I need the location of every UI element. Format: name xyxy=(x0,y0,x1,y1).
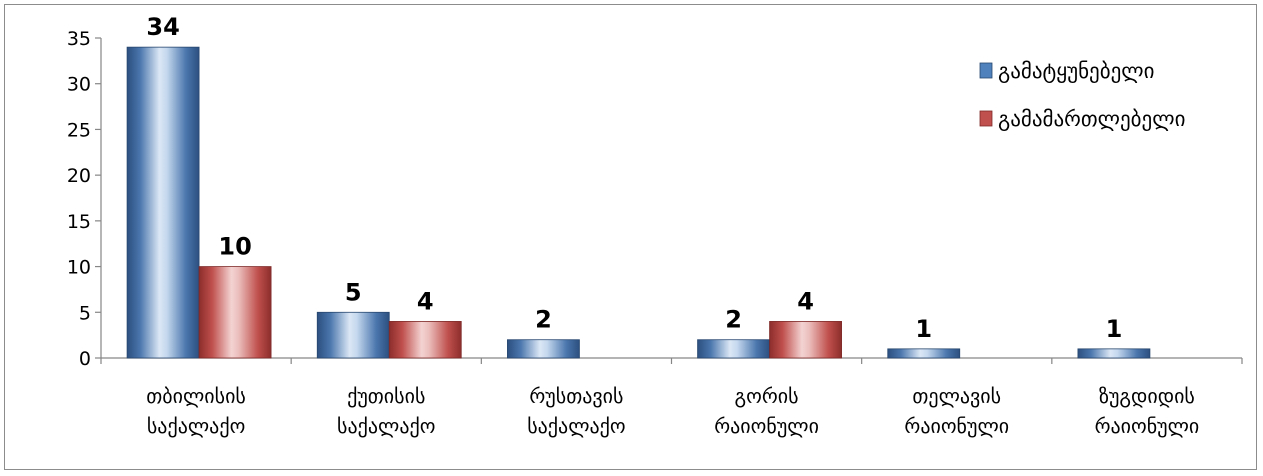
x-tick-label: თელავის რაიონული xyxy=(904,384,1009,438)
data-label: 1 xyxy=(1106,315,1123,343)
bar-series-1 xyxy=(316,311,390,359)
y-tick-label: 0 xyxy=(79,348,91,370)
x-tick-label: თბილისის საქალაქო xyxy=(146,384,246,438)
data-label: 2 xyxy=(535,306,552,334)
bar-series-1 xyxy=(1077,348,1151,359)
x-tick-label: ზუგდიდის რაიონული xyxy=(1095,384,1200,438)
bar-series-2 xyxy=(198,266,272,359)
data-label: 1 xyxy=(915,315,932,343)
bar-series-2 xyxy=(769,321,842,359)
data-label: 4 xyxy=(797,287,814,315)
y-tick-label: 10 xyxy=(67,257,91,279)
y-tick-label: 15 xyxy=(67,211,91,233)
legend-label: გამამართლებელი xyxy=(998,107,1185,131)
bar-series-1 xyxy=(126,46,200,359)
bar-series-2 xyxy=(388,321,462,359)
bar-series-1 xyxy=(887,348,961,359)
chart-data-labels: 34 5 2 2 1 1 10 4 4 xyxy=(146,13,1122,343)
data-label: 34 xyxy=(146,13,179,41)
x-tick-label: ქუთისის საქალაქო xyxy=(337,384,435,438)
legend-swatch xyxy=(979,62,993,79)
data-label: 10 xyxy=(218,233,251,261)
data-label: 5 xyxy=(345,278,362,306)
chart-bars xyxy=(126,46,1151,359)
data-label: 2 xyxy=(725,306,742,334)
legend-swatch xyxy=(979,110,993,127)
bar-series-1 xyxy=(697,339,770,359)
x-tick-label: რუსთავის საქალაქო xyxy=(527,384,625,438)
bar-series-1 xyxy=(507,339,580,359)
chart-frame xyxy=(4,4,1257,470)
y-tick-label: 20 xyxy=(67,165,91,187)
y-tick-label: 35 xyxy=(67,28,91,50)
y-tick-label: 25 xyxy=(67,119,91,141)
y-tick-label: 5 xyxy=(79,302,91,324)
data-label: 4 xyxy=(417,287,434,315)
chart-legend: გამატყუნებელი გამამართლებელი xyxy=(979,59,1185,131)
y-tick-label: 30 xyxy=(67,74,91,96)
legend-label: გამატყუნებელი xyxy=(998,59,1154,83)
x-tick-label: გორის რაიონული xyxy=(714,384,819,438)
